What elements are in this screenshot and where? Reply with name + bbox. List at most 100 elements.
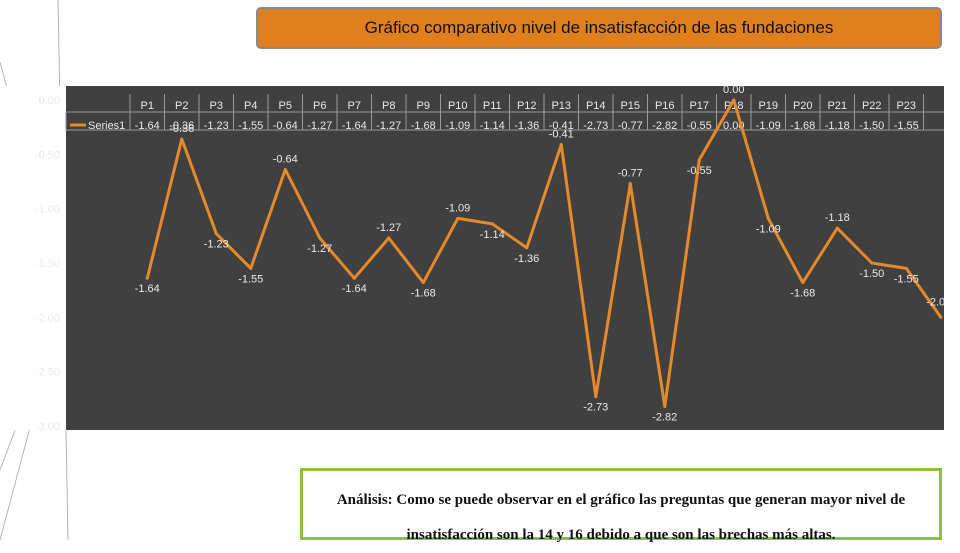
table-value: -1.23	[204, 120, 229, 132]
data-point	[421, 281, 425, 285]
data-point	[387, 236, 391, 240]
legend-label: Series1	[88, 120, 125, 132]
data-label: -1.27	[307, 243, 332, 255]
category-label: P5	[279, 100, 292, 112]
data-label: -0.55	[687, 165, 712, 177]
data-label: -2.00	[926, 296, 944, 308]
table-value: -1.68	[790, 120, 815, 132]
data-point	[214, 232, 218, 236]
category-label: P1	[141, 100, 154, 112]
category-label: P7	[348, 100, 361, 112]
category-label: P4	[244, 100, 257, 112]
data-label: -1.18	[825, 212, 850, 224]
table-value: -1.64	[342, 120, 367, 132]
data-point	[628, 182, 632, 186]
table-value: -1.50	[859, 120, 884, 132]
table-value: -0.77	[618, 120, 643, 132]
category-label: P15	[620, 100, 640, 112]
data-label: -1.50	[859, 268, 884, 280]
data-point	[525, 246, 529, 250]
data-label: -1.55	[894, 273, 919, 285]
data-label: -0.36	[169, 123, 194, 135]
category-label: P14	[586, 100, 606, 112]
table-value: -1.09	[445, 120, 470, 132]
data-point	[249, 266, 253, 270]
data-point	[559, 143, 563, 147]
table-value: -0.55	[687, 120, 712, 132]
category-label: P3	[210, 100, 223, 112]
data-point	[663, 404, 667, 408]
data-point	[870, 261, 874, 265]
y-tick-label: -3.00	[35, 421, 60, 432]
category-label: P8	[382, 100, 395, 112]
data-point	[904, 266, 908, 270]
data-point	[318, 236, 322, 240]
category-label: P22	[862, 100, 882, 112]
category-label: P11	[483, 100, 502, 112]
table-value: -1.27	[376, 120, 401, 132]
y-tick-label: -0.50	[35, 149, 60, 161]
data-point	[490, 222, 494, 226]
y-tick-label: -1.00	[35, 204, 60, 216]
plot-background	[66, 86, 944, 430]
y-tick-label: -1.50	[35, 258, 60, 270]
category-label: P12	[517, 100, 537, 112]
data-point	[697, 158, 701, 162]
category-label: P2	[175, 100, 188, 112]
data-label: -1.68	[790, 288, 815, 300]
data-point	[145, 276, 149, 280]
table-value: -0.64	[273, 120, 298, 132]
category-label: P20	[793, 100, 813, 112]
table-value: -1.55	[238, 120, 263, 132]
data-label: -1.55	[238, 273, 263, 285]
data-label: -0.77	[618, 168, 643, 180]
data-label: -1.09	[756, 223, 781, 235]
category-label: P23	[896, 100, 916, 112]
data-point	[180, 137, 184, 141]
chart-area: 0.00 -0.50 -1.00 -1.50 -2.00 -2.50 -3.00 P1 P2 P3…	[0, 80, 951, 433]
table-value: -1.36	[514, 120, 539, 132]
category-label: P10	[448, 100, 468, 112]
table-value: -1.68	[411, 120, 436, 132]
y-tick-label: -2.00	[35, 312, 60, 324]
table-value: -1.09	[756, 120, 781, 132]
data-label: -1.68	[411, 288, 436, 300]
data-label: -1.09	[445, 202, 470, 214]
data-label: 0.00	[723, 84, 744, 96]
chart-title: Gráfico comparativo nivel de insatisfacc…	[256, 7, 942, 49]
data-label: -2.73	[583, 402, 608, 414]
category-label: P13	[551, 100, 571, 112]
data-point	[456, 216, 460, 220]
data-point	[283, 168, 287, 172]
table-value: -1.64	[135, 120, 160, 132]
category-label: P21	[827, 100, 847, 112]
data-label: -1.23	[204, 239, 229, 251]
data-point	[352, 276, 356, 280]
data-point	[732, 98, 736, 102]
data-point	[801, 281, 805, 285]
category-label: P6	[313, 100, 326, 112]
data-label: -1.14	[480, 229, 505, 241]
data-label: -0.41	[549, 129, 574, 141]
table-value: -1.55	[894, 120, 919, 132]
table-value: -0.36	[169, 120, 194, 132]
data-label: -1.64	[135, 283, 160, 295]
data-point	[766, 216, 770, 220]
table-value: -1.27	[307, 120, 332, 132]
analysis-text: Análisis: Como se puede observar en el g…	[300, 468, 942, 543]
data-label: -1.36	[514, 253, 539, 265]
table-value: -1.18	[825, 120, 850, 132]
data-point	[939, 315, 943, 319]
category-label: P9	[417, 100, 430, 112]
data-label: -1.64	[342, 283, 367, 295]
data-label: -0.64	[273, 154, 298, 166]
category-label: P19	[758, 100, 778, 112]
y-tick-label: -2.50	[35, 367, 60, 379]
table-value: -2.82	[652, 120, 677, 132]
data-point	[835, 226, 839, 230]
table-value: -2.73	[583, 120, 608, 132]
data-label: -2.82	[652, 411, 677, 423]
y-tick-label: 0.00	[39, 95, 60, 107]
data-label: -1.27	[376, 222, 401, 234]
category-label: P17	[689, 100, 709, 112]
